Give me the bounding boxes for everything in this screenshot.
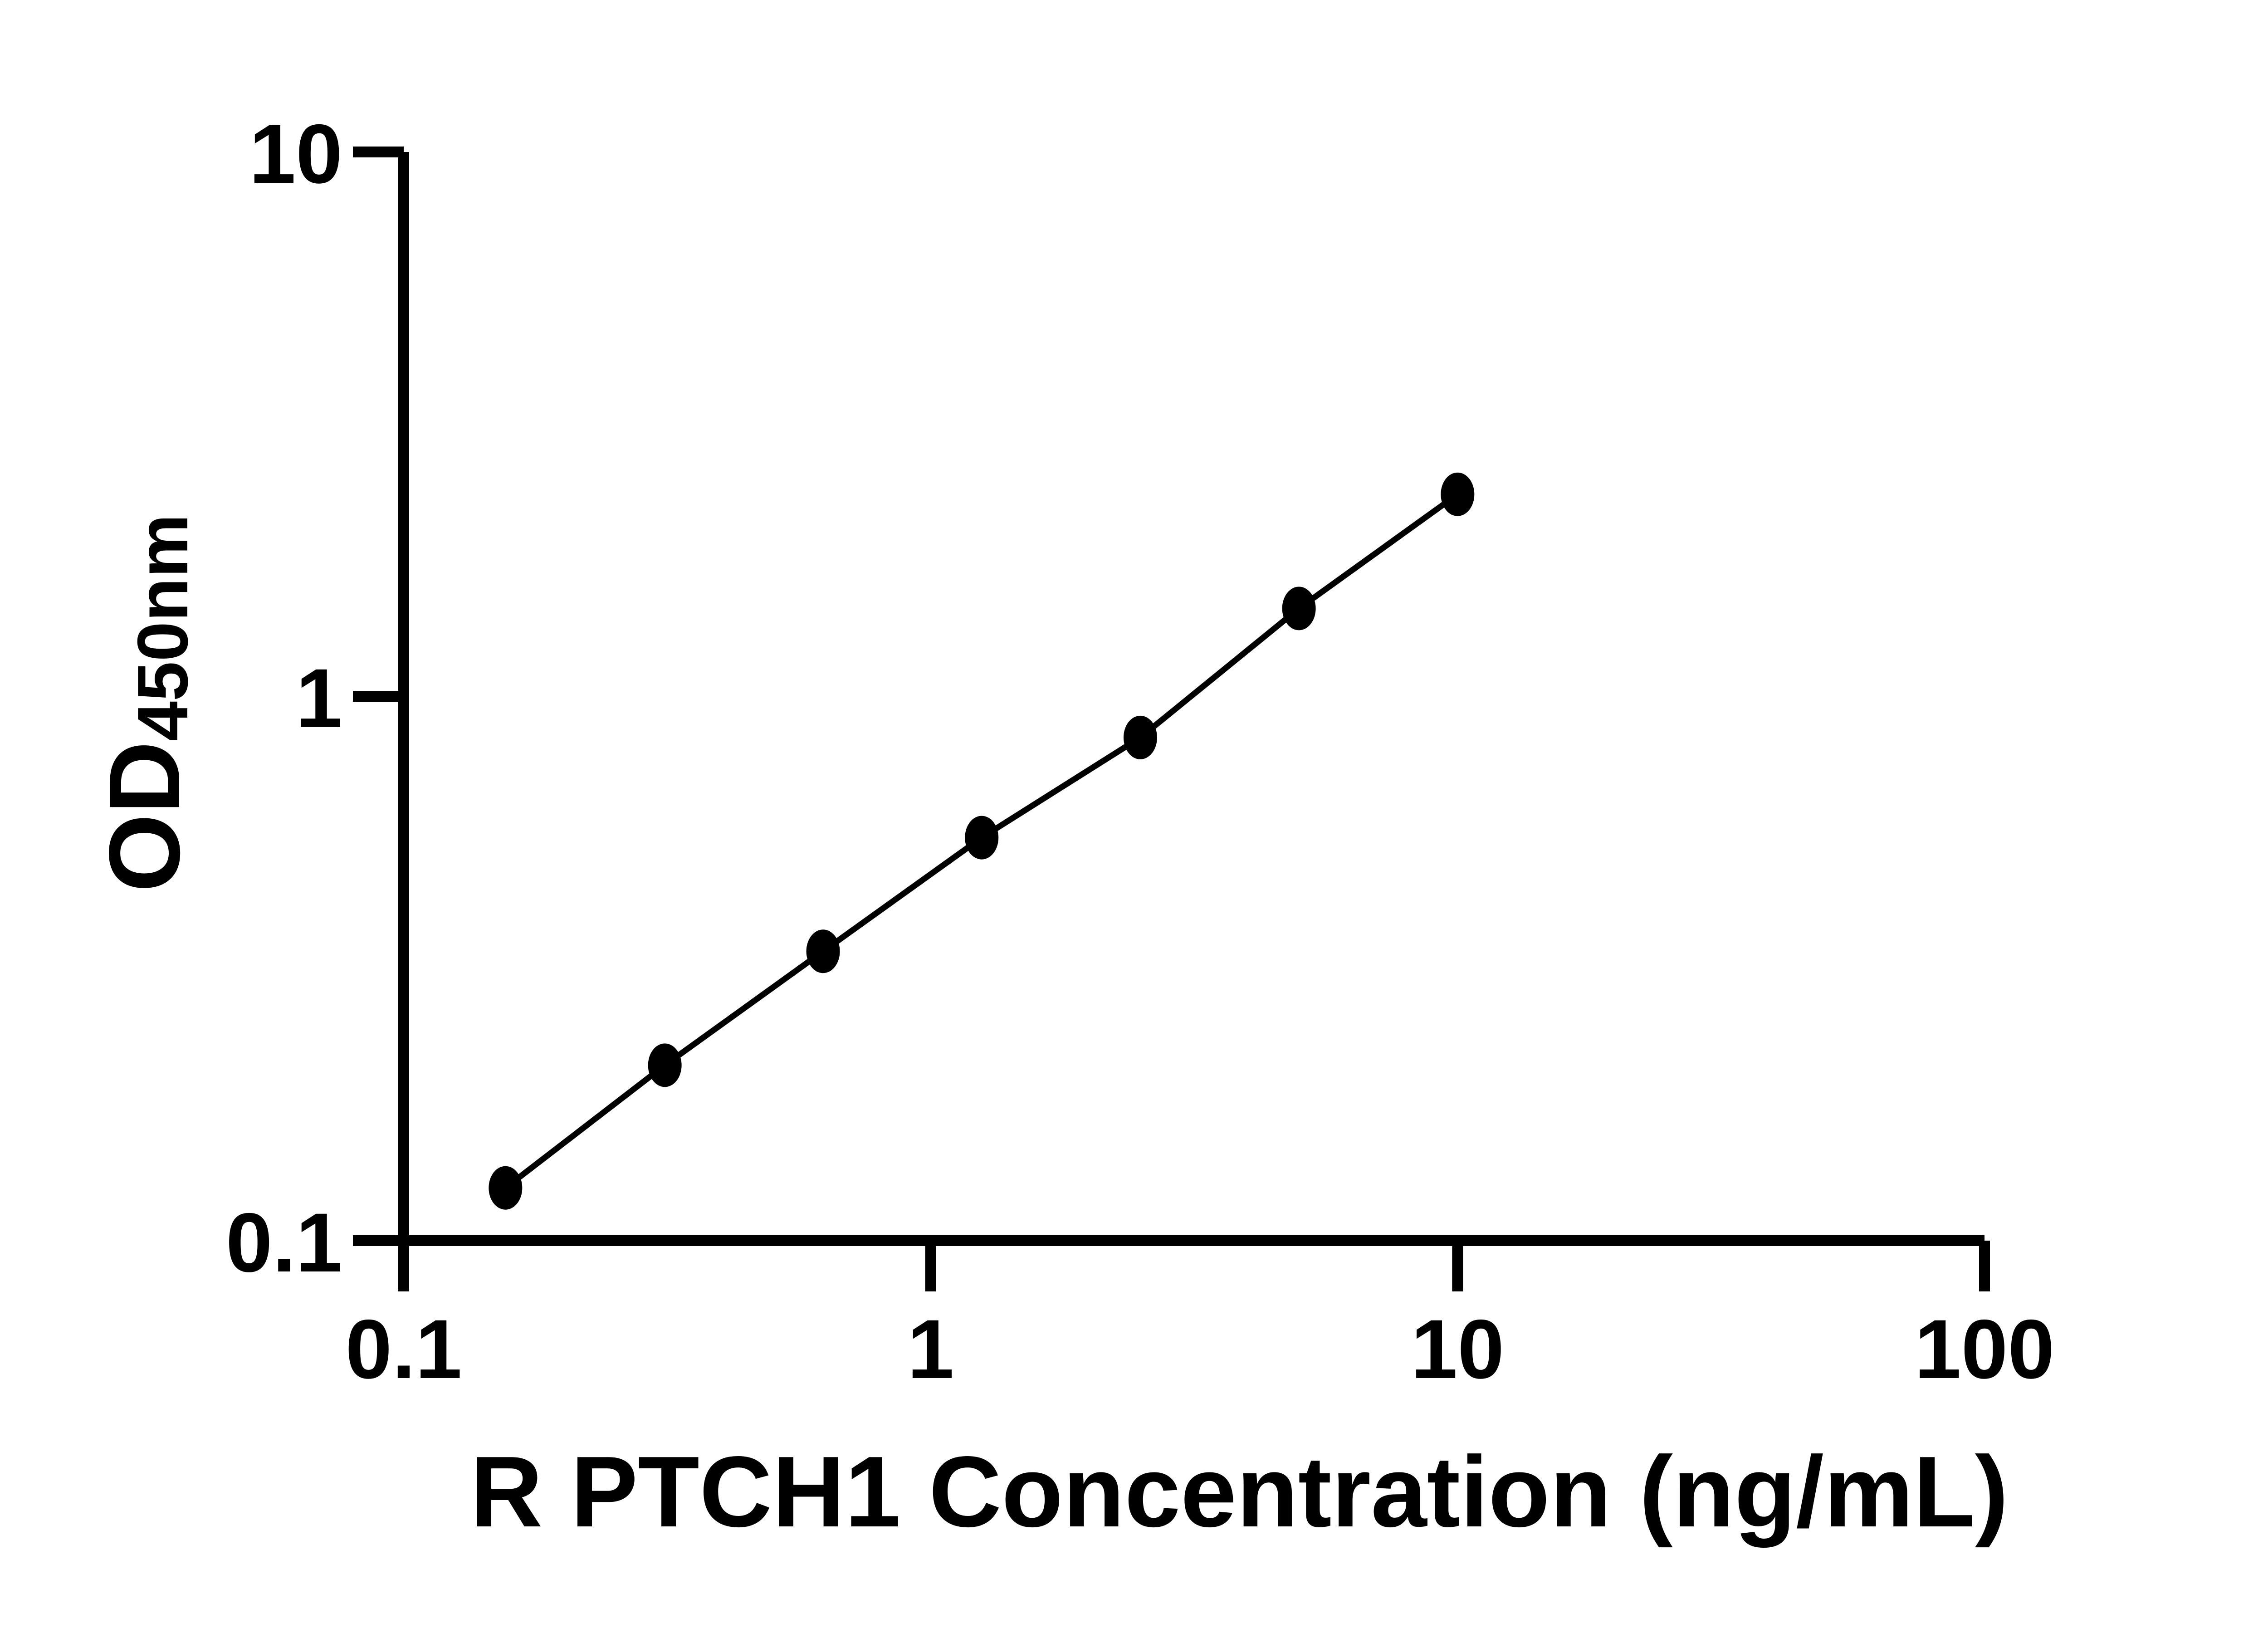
x-tick-label: 10 — [1411, 1303, 1504, 1396]
x-tick-label: 1 — [907, 1303, 954, 1396]
series-layer — [489, 472, 1475, 1210]
tick-layer — [353, 147, 1990, 1291]
y-tick-label: 0.1 — [226, 1196, 342, 1290]
data-point-marker — [1123, 715, 1157, 759]
data-point-marker — [1282, 587, 1316, 631]
data-point-marker — [806, 929, 840, 973]
data-point-marker — [648, 1043, 682, 1087]
y-tick-label: 1 — [296, 652, 342, 745]
data-point-marker — [489, 1166, 523, 1210]
x-axis-title: R PTCH1 Concentration (ng/mL) — [470, 1436, 2009, 1548]
x-tick-label: 0.1 — [345, 1303, 462, 1396]
y-tick-label: 10 — [249, 108, 342, 201]
tick-label-layer: 0.1 1 10 100 0.1 1 10 — [226, 108, 2055, 1396]
y-axis-title-subscript: 450nm — [123, 514, 203, 741]
x-tick-label: 100 — [1915, 1303, 2055, 1396]
data-point-marker — [965, 816, 999, 860]
y-axis-title: OD450nm — [88, 514, 203, 892]
data-point-marker — [1441, 472, 1475, 516]
y-axis-title-main: OD — [88, 741, 201, 892]
